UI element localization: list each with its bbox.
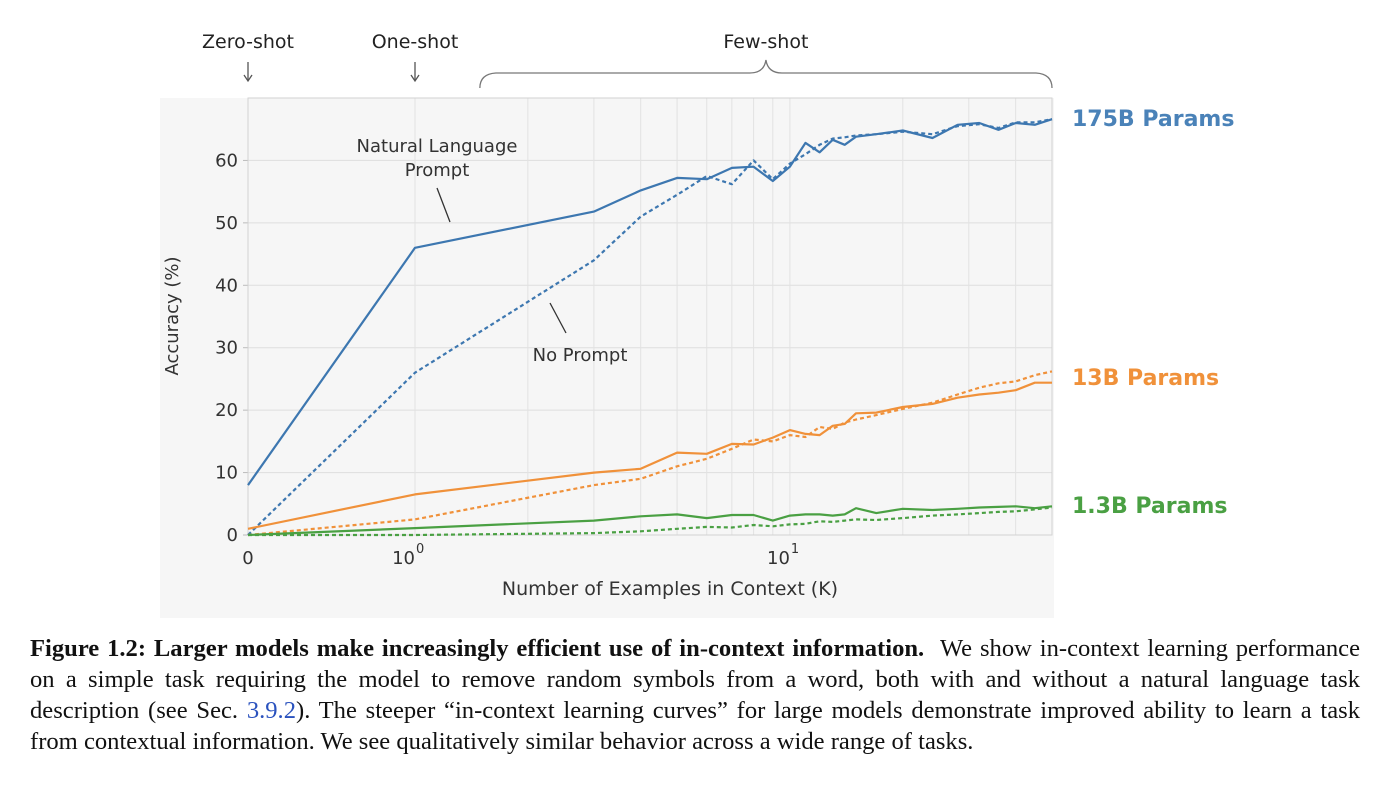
x-tick-label: 10 1	[767, 542, 799, 569]
model-label: 175B Params	[1072, 107, 1234, 132]
series-line-175B-noprompt	[247, 118, 1053, 536]
series-line-13B-noprompt	[247, 370, 1053, 537]
caption-section-link[interactable]: 3.9.2	[246, 697, 296, 724]
series-lines	[247, 118, 1053, 537]
caption-label: Figure 1.2:	[30, 635, 147, 662]
x-tick-base: 10	[767, 548, 790, 569]
model-labels: 175B Params 13B Params 1.3B Params	[1072, 107, 1234, 519]
plot-background	[160, 98, 1054, 618]
y-tick-label: 20	[215, 400, 238, 421]
y-tick-label: 60	[215, 150, 238, 171]
x-tick-exponent: 0	[416, 542, 424, 557]
caption-title: Larger models make increasingly efficien…	[153, 635, 925, 662]
figure-caption: Figure 1.2: Larger models make increasin…	[30, 633, 1360, 757]
annotations: Natural Language Prompt No Prompt	[357, 136, 628, 366]
annotation-pointer	[549, 302, 567, 334]
regime-label: Few-shot	[723, 31, 808, 53]
model-label: 13B Params	[1072, 366, 1219, 391]
y-tick-label: 0	[227, 525, 238, 546]
regime-arrow-head	[410, 74, 420, 83]
x-tick-label: 0	[242, 548, 253, 569]
regime-arrow-head	[243, 74, 253, 83]
y-tick-label: 50	[215, 213, 238, 234]
y-tick-label: 30	[215, 338, 238, 359]
regime-label: Zero-shot	[202, 31, 294, 53]
series-line-175B-prompt	[247, 118, 1053, 486]
x-tick-label: 10 0	[392, 542, 424, 569]
model-label: 1.3B Params	[1072, 494, 1228, 519]
x-axis-label: Number of Examples in Context (K)	[502, 578, 838, 600]
y-tick-label: 10	[215, 463, 238, 484]
plot-frame	[247, 97, 1053, 536]
few-shot-brace	[479, 59, 1053, 89]
series-line-1.3B-prompt	[247, 505, 1053, 537]
series-line-1.3B-noprompt	[248, 506, 1053, 537]
x-tick-exponent: 1	[791, 542, 799, 557]
caption-text-after-ref: ). The steeper “in-context learning curv…	[30, 697, 1360, 755]
caption-text-before-ref: We show in-context learning performance …	[30, 635, 1361, 724]
annotation-natural-language-line2: Prompt	[405, 160, 470, 181]
annotation-pointer	[436, 187, 451, 223]
y-axis-label: Accuracy (%)	[162, 256, 183, 375]
shot-regime-markers: Zero-shot One-shot Few-shot	[202, 31, 1053, 89]
annotation-no-prompt: No Prompt	[533, 345, 628, 366]
series-line-13B-prompt	[247, 381, 1052, 530]
x-tick-base: 10	[392, 548, 415, 569]
annotation-natural-language-line1: Natural Language	[357, 136, 518, 157]
x-tick-base: 0	[242, 548, 253, 569]
regime-label: One-shot	[372, 31, 459, 53]
y-tick-label: 40	[215, 275, 238, 296]
